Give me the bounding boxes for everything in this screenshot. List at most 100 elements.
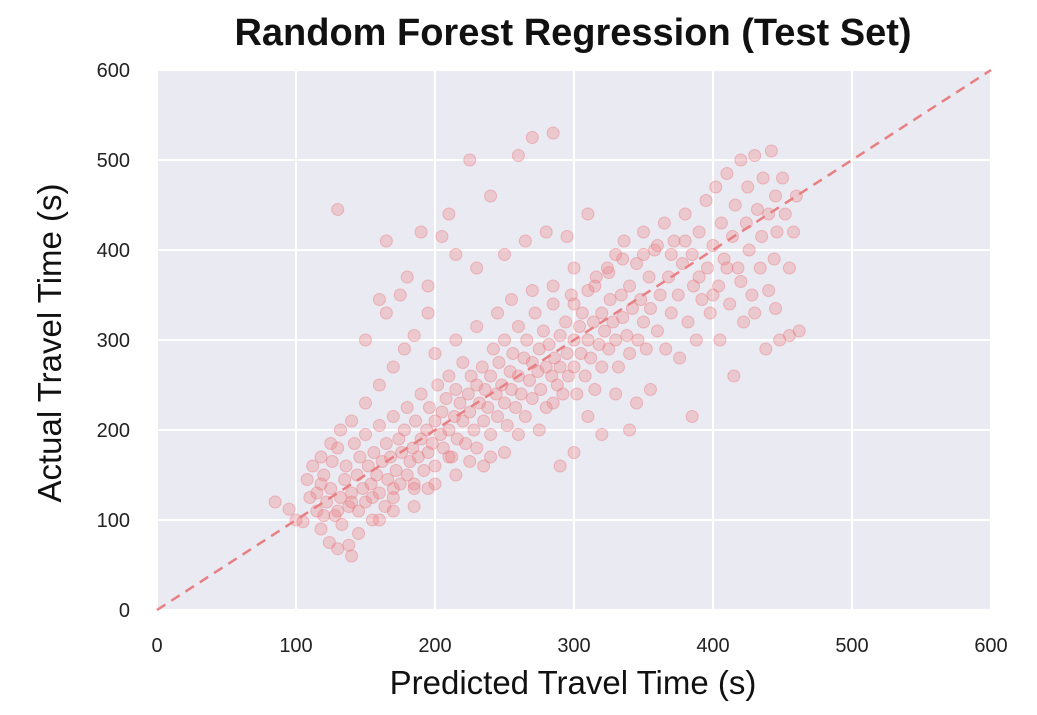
scatter-point — [417, 464, 431, 477]
scatter-point — [650, 324, 664, 338]
scatter-point — [720, 167, 734, 180]
scatter-point — [762, 284, 776, 297]
scatter-point — [379, 306, 393, 320]
scatter-point — [436, 441, 450, 455]
scatter-point — [491, 410, 505, 423]
scatter-point — [322, 536, 336, 549]
scatter-point — [409, 414, 423, 428]
scatter-point — [592, 338, 606, 351]
scatter-point — [611, 360, 625, 374]
scatter-point — [359, 333, 372, 347]
scatter-point — [678, 234, 692, 248]
scatter-point — [484, 450, 498, 464]
scatter-point — [542, 338, 556, 351]
scatter-point — [407, 482, 421, 495]
scatter-point — [731, 261, 745, 275]
scatter-point — [325, 455, 339, 468]
scatter-point — [421, 306, 435, 320]
x-tick-label: 600 — [974, 635, 1007, 657]
scatter-point — [657, 216, 671, 230]
scatter-point — [414, 225, 428, 239]
scatter-point — [717, 252, 731, 266]
scatter-point — [545, 369, 559, 383]
scatter-point — [742, 243, 756, 257]
scatter-point — [532, 423, 546, 437]
scatter-point — [689, 333, 703, 347]
scatter-point — [561, 369, 575, 383]
scatter-point — [525, 284, 539, 297]
scatter-point — [407, 500, 421, 513]
scatter-point — [759, 342, 773, 356]
scatter-point — [560, 347, 574, 360]
scatter-point — [687, 279, 701, 293]
scatter-point — [553, 329, 567, 342]
scatter-point — [386, 491, 400, 504]
scatter-point — [595, 360, 609, 374]
scatter-point — [700, 261, 714, 275]
scatter-point — [372, 378, 386, 392]
y-tick-label: 500 — [97, 150, 130, 172]
scatter-point — [372, 419, 386, 432]
scatter-point — [456, 356, 470, 369]
scatter-point — [556, 387, 570, 401]
scatter-point — [442, 207, 456, 221]
scatter-point — [442, 369, 456, 383]
scatter-point — [518, 234, 532, 248]
scatter-point — [703, 306, 717, 320]
scatter-point — [755, 230, 769, 243]
scatter-point — [449, 248, 463, 261]
scatter-point — [511, 320, 525, 333]
scatter-point — [463, 405, 477, 419]
scatter-point — [328, 509, 342, 522]
scatter-point — [692, 225, 706, 239]
scatter-point — [435, 230, 449, 243]
scatter-point — [727, 369, 741, 383]
scatter-point — [539, 401, 553, 414]
scatter-point — [282, 502, 296, 516]
scatter-point — [345, 549, 359, 563]
scatter-point — [584, 351, 598, 365]
scatter-point — [616, 252, 630, 266]
scatter-point — [539, 360, 553, 374]
scatter-point — [403, 455, 417, 468]
scatter-point — [463, 153, 477, 167]
scatter-point — [550, 378, 564, 392]
scatter-point — [534, 383, 548, 396]
scatter-point — [792, 324, 806, 338]
scatter-point — [491, 306, 505, 320]
scatter-point — [648, 243, 662, 257]
scatter-point — [352, 504, 366, 518]
scatter-point — [623, 423, 637, 437]
scatter-point — [484, 369, 498, 383]
scatter-point — [428, 347, 442, 360]
scatter-point — [478, 383, 492, 396]
scatter-point — [331, 542, 345, 556]
scatter-point — [386, 482, 400, 495]
scatter-point — [456, 414, 470, 428]
scatter-point — [324, 437, 338, 450]
scatter-point — [492, 356, 506, 369]
scatter-point — [769, 189, 783, 203]
x-tick-label: 500 — [835, 635, 868, 657]
scatter-point — [623, 347, 637, 360]
scatter-point — [331, 203, 345, 216]
reference-line — [156, 68, 992, 612]
scatter-point — [787, 225, 801, 239]
scatter-point — [664, 248, 678, 261]
y-tick-label: 100 — [97, 510, 130, 532]
scatter-point — [450, 432, 464, 446]
scatter-point — [407, 329, 421, 342]
scatter-point — [709, 180, 723, 194]
scatter-point — [498, 333, 511, 347]
scatter-point — [504, 383, 518, 396]
scatter-point — [314, 477, 328, 491]
scatter-point — [500, 419, 514, 432]
scatter-point — [467, 423, 481, 437]
scatter-point — [560, 230, 574, 243]
scatter-point — [630, 396, 644, 410]
scatter-point — [442, 423, 456, 437]
scatter-point — [331, 504, 345, 518]
scatter-point — [756, 171, 770, 185]
y-tick-label: 300 — [97, 330, 130, 352]
scatter-point — [734, 153, 748, 167]
